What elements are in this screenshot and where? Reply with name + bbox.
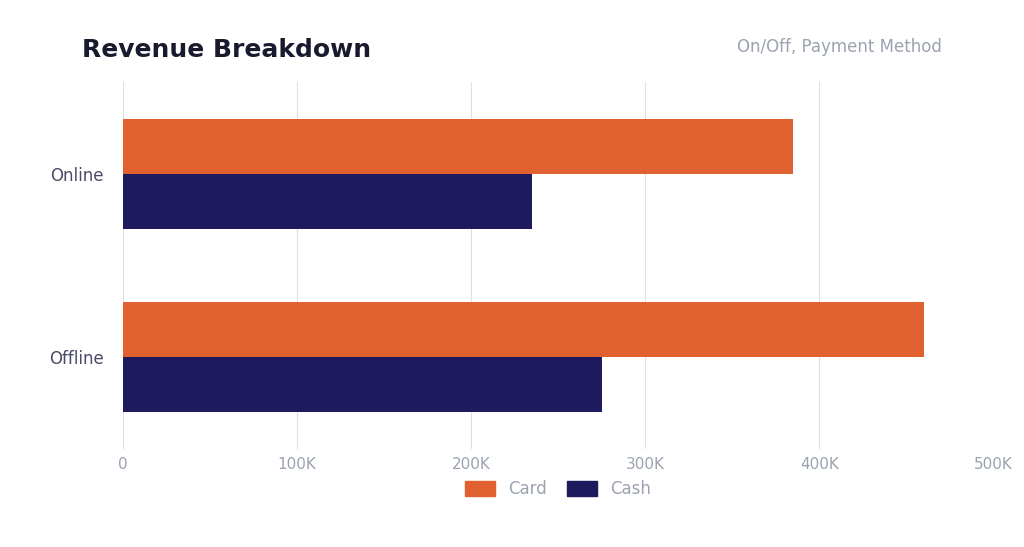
Bar xyxy=(123,302,924,357)
Bar xyxy=(123,174,532,229)
Text: On/Off, Payment Method: On/Off, Payment Method xyxy=(737,38,942,56)
Text: Revenue Breakdown: Revenue Breakdown xyxy=(82,38,371,62)
Legend: Card, Cash: Card, Cash xyxy=(457,472,659,506)
Bar xyxy=(123,357,601,412)
Bar xyxy=(123,119,793,174)
